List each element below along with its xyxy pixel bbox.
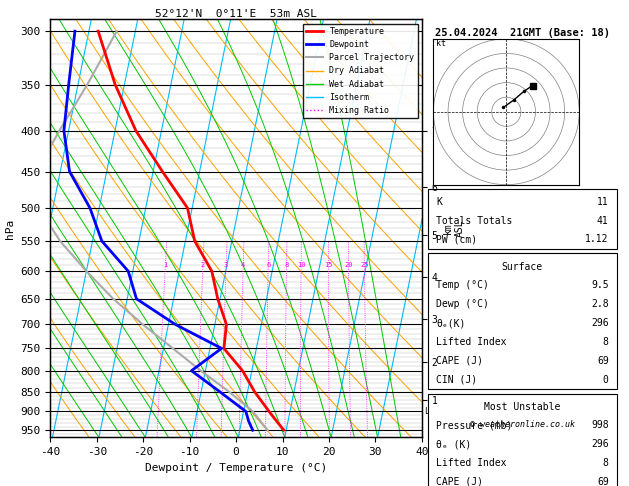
Text: 998: 998 <box>591 420 609 431</box>
Y-axis label: km
ASL: km ASL <box>443 220 465 237</box>
Text: 8: 8 <box>603 337 609 347</box>
Text: Totals Totals: Totals Totals <box>436 216 512 226</box>
Text: 296: 296 <box>591 318 609 328</box>
Text: Most Unstable: Most Unstable <box>484 402 560 412</box>
Y-axis label: hPa: hPa <box>5 218 15 239</box>
FancyBboxPatch shape <box>428 254 616 389</box>
Text: Surface: Surface <box>502 261 543 272</box>
Text: 3: 3 <box>224 262 228 268</box>
FancyBboxPatch shape <box>428 189 616 249</box>
Text: 296: 296 <box>591 439 609 449</box>
Text: 15: 15 <box>324 262 333 268</box>
Text: 25: 25 <box>360 262 369 268</box>
Text: CIN (J): CIN (J) <box>436 375 477 384</box>
Text: 41: 41 <box>597 216 609 226</box>
Text: 6: 6 <box>266 262 270 268</box>
Text: 2.8: 2.8 <box>591 299 609 309</box>
Text: θₑ (K): θₑ (K) <box>436 439 471 449</box>
Text: 4: 4 <box>241 262 245 268</box>
X-axis label: Dewpoint / Temperature (°C): Dewpoint / Temperature (°C) <box>145 463 327 473</box>
Text: 69: 69 <box>597 356 609 365</box>
Text: 1: 1 <box>164 262 167 268</box>
Text: 69: 69 <box>597 477 609 486</box>
Text: 2: 2 <box>201 262 205 268</box>
Text: kt: kt <box>437 39 447 48</box>
Legend: Temperature, Dewpoint, Parcel Trajectory, Dry Adiabat, Wet Adiabat, Isotherm, Mi: Temperature, Dewpoint, Parcel Trajectory… <box>303 24 418 118</box>
Text: PW (cm): PW (cm) <box>436 235 477 244</box>
Text: 8: 8 <box>603 458 609 468</box>
FancyBboxPatch shape <box>428 394 616 486</box>
Text: θₑ(K): θₑ(K) <box>436 318 465 328</box>
Text: 10: 10 <box>297 262 305 268</box>
Text: © weatheronline.co.uk: © weatheronline.co.uk <box>470 420 575 429</box>
Text: 1.12: 1.12 <box>585 235 609 244</box>
Text: LCL: LCL <box>424 407 439 416</box>
Text: Lifted Index: Lifted Index <box>436 458 506 468</box>
Text: 11: 11 <box>597 197 609 207</box>
Text: 0: 0 <box>603 375 609 384</box>
Text: 8: 8 <box>284 262 289 268</box>
Text: Temp (°C): Temp (°C) <box>436 280 489 291</box>
Text: CAPE (J): CAPE (J) <box>436 356 483 365</box>
Text: Dewp (°C): Dewp (°C) <box>436 299 489 309</box>
Text: CAPE (J): CAPE (J) <box>436 477 483 486</box>
Title: 52°12'N  0°11'E  53m ASL: 52°12'N 0°11'E 53m ASL <box>155 9 317 18</box>
Text: 25.04.2024  21GMT (Base: 18): 25.04.2024 21GMT (Base: 18) <box>435 28 610 38</box>
Text: Lifted Index: Lifted Index <box>436 337 506 347</box>
Text: Pressure (mb): Pressure (mb) <box>436 420 512 431</box>
Text: K: K <box>436 197 442 207</box>
Text: 20: 20 <box>344 262 353 268</box>
Text: 9.5: 9.5 <box>591 280 609 291</box>
